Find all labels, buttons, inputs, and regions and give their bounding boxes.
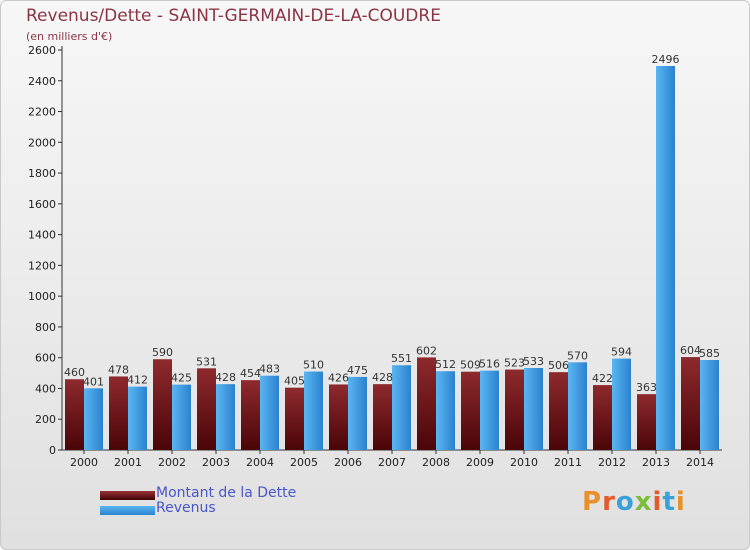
bar-dette — [65, 379, 84, 450]
data-label-revenus: 516 — [479, 358, 500, 371]
bar-revenus — [524, 368, 543, 450]
x-tick-label: 2012 — [598, 456, 626, 469]
data-label-revenus: 512 — [435, 358, 456, 371]
data-label-revenus: 570 — [567, 349, 588, 362]
x-tick-label: 2010 — [510, 456, 538, 469]
x-tick-label: 2009 — [466, 456, 494, 469]
data-label-revenus: 594 — [611, 346, 632, 359]
data-label-dette: 454 — [240, 367, 261, 380]
bar-dette — [505, 369, 524, 450]
bar-dette — [373, 384, 392, 450]
data-label-dette: 405 — [284, 375, 305, 388]
bar-dette — [461, 371, 480, 450]
bar-revenus — [392, 365, 411, 450]
x-tick-label: 2002 — [158, 456, 186, 469]
x-tick-label: 2013 — [642, 456, 670, 469]
legend-label-dette: Montant de la Dette — [156, 485, 297, 501]
y-tick-label: 2600 — [28, 44, 56, 57]
bar-revenus — [436, 371, 455, 450]
x-tick-label: 2005 — [290, 456, 318, 469]
bar-dette — [593, 385, 612, 450]
bar-dette — [637, 394, 656, 450]
x-tick-label: 2004 — [246, 456, 274, 469]
bar-dette — [197, 368, 216, 450]
data-label-revenus: 428 — [215, 371, 236, 384]
data-label-dette: 478 — [108, 363, 129, 376]
data-label-revenus: 401 — [83, 375, 104, 388]
x-tick-label: 2008 — [422, 456, 450, 469]
bar-dette — [417, 357, 436, 450]
y-tick-label: 1000 — [28, 290, 56, 303]
data-label-revenus: 551 — [391, 352, 412, 365]
legend-swatch-revenus — [100, 506, 155, 515]
data-label-revenus: 533 — [523, 355, 544, 368]
data-label-dette: 363 — [636, 381, 657, 394]
data-label-dette: 531 — [196, 355, 217, 368]
bar-dette — [241, 380, 260, 450]
bar-dette — [153, 359, 172, 450]
data-label-revenus: 483 — [259, 363, 280, 376]
x-tick-label: 2003 — [202, 456, 230, 469]
data-label-revenus: 475 — [347, 364, 368, 377]
legend-swatch-dette — [100, 491, 155, 500]
data-label-revenus: 585 — [699, 347, 720, 360]
y-tick-label: 0 — [49, 444, 56, 457]
y-tick-label: 1400 — [28, 229, 56, 242]
bar-dette — [109, 376, 128, 450]
data-label-dette: 506 — [548, 359, 569, 372]
data-label-revenus: 425 — [171, 372, 192, 385]
y-tick-label: 1600 — [28, 198, 56, 211]
bar-revenus — [260, 375, 279, 450]
data-label-dette: 509 — [460, 359, 481, 372]
x-tick-label: 2014 — [686, 456, 714, 469]
y-tick-label: 400 — [35, 382, 56, 395]
y-tick-label: 1800 — [28, 167, 56, 180]
bar-revenus — [700, 360, 719, 450]
data-label-dette: 602 — [416, 344, 437, 357]
data-label-dette: 422 — [592, 372, 613, 385]
data-label-revenus: 2496 — [652, 53, 680, 66]
bar-revenus — [128, 386, 147, 450]
bar-revenus — [612, 358, 631, 450]
legend-label-revenus: Revenus — [156, 500, 216, 516]
bar-revenus — [216, 384, 235, 450]
bar-dette — [285, 387, 304, 450]
y-tick-label: 2200 — [28, 106, 56, 119]
bar-dette — [329, 384, 348, 450]
y-tick-label: 600 — [35, 352, 56, 365]
bar-revenus — [348, 376, 367, 450]
x-tick-label: 2011 — [554, 456, 582, 469]
y-tick-label: 200 — [35, 413, 56, 426]
data-label-revenus: 510 — [303, 359, 324, 372]
data-label-dette: 523 — [504, 357, 525, 370]
bar-revenus — [656, 66, 675, 450]
bar-dette — [549, 372, 568, 450]
bar-revenus — [172, 384, 191, 450]
data-label-dette: 428 — [372, 371, 393, 384]
data-label-dette: 590 — [152, 346, 173, 359]
data-label-dette: 460 — [64, 366, 85, 379]
x-tick-label: 2000 — [70, 456, 98, 469]
bar-revenus — [480, 370, 499, 450]
data-label-dette: 604 — [680, 344, 701, 357]
proxiti-logo: Proxiti — [582, 487, 686, 517]
data-label-dette: 426 — [328, 371, 349, 384]
y-tick-label: 800 — [35, 321, 56, 334]
chart-title: Revenus/Dette - SAINT-GERMAIN-DE-LA-COUD… — [26, 6, 441, 26]
y-tick-label: 1200 — [28, 259, 56, 272]
data-label-revenus: 412 — [127, 374, 148, 387]
chart-subtitle: (en milliers d'€) — [26, 30, 113, 43]
y-tick-label: 2400 — [28, 75, 56, 88]
bar-revenus — [568, 362, 587, 450]
x-tick-label: 2007 — [378, 456, 406, 469]
bar-revenus — [84, 388, 103, 450]
y-tick-label: 2000 — [28, 136, 56, 149]
bar-revenus — [304, 371, 323, 450]
bar-dette — [681, 357, 700, 450]
x-tick-label: 2006 — [334, 456, 362, 469]
x-tick-label: 2001 — [114, 456, 142, 469]
